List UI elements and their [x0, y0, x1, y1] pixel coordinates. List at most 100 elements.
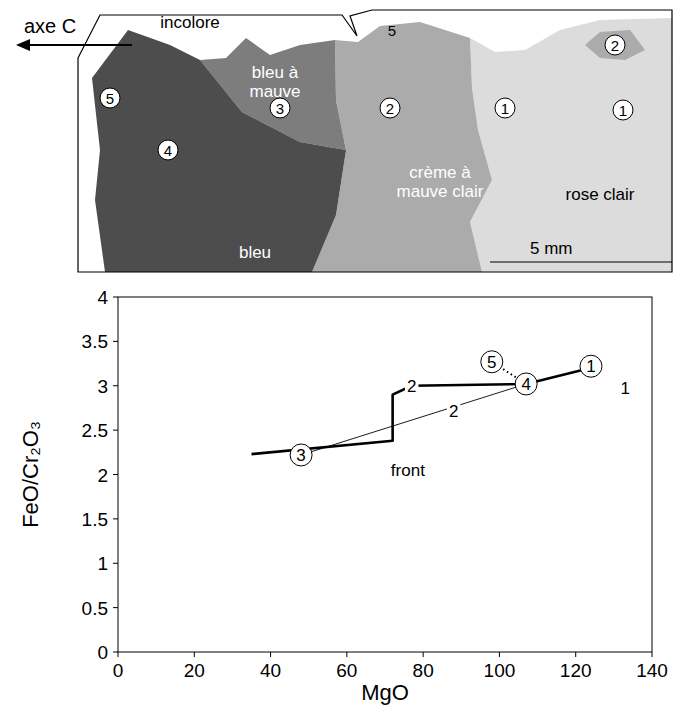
annotation-circle	[290, 444, 312, 466]
zone-bleu	[92, 30, 346, 272]
x-tick-label: 120	[560, 660, 592, 681]
crystal-outline	[78, 10, 672, 272]
annotation-label: 1	[621, 379, 630, 398]
sample-point: 1	[495, 98, 515, 118]
chart: 02040608010012014000.511.522.533.54MgOFe…	[18, 287, 668, 705]
point-circle	[495, 98, 515, 118]
label-line: bleu	[239, 243, 271, 262]
point-label: 2	[386, 100, 394, 117]
y-tick	[113, 297, 118, 298]
y-tick-label: 1	[97, 553, 108, 574]
x-tick-label: 80	[413, 660, 434, 681]
y-tick-label: 2.5	[82, 420, 108, 441]
x-tick	[270, 652, 271, 657]
annotation: 2	[447, 402, 460, 421]
y-tick	[113, 430, 118, 431]
annotation: 2	[405, 377, 418, 396]
sample-point: 2	[380, 98, 400, 118]
annotation-label: 2	[407, 377, 416, 396]
x-tick	[575, 652, 576, 657]
x-tick-label: 60	[336, 660, 357, 681]
point-label: 5	[106, 90, 114, 107]
label-line: mauve clair	[397, 182, 484, 201]
x-axis-title: MgO	[361, 680, 409, 705]
zone-rose-clair	[470, 18, 672, 272]
annotation-circle	[481, 351, 503, 373]
y-tick-label: 1.5	[82, 509, 108, 530]
label-line: mauve	[249, 82, 300, 101]
sample-point: 4	[158, 140, 178, 160]
annotation-label: 3	[296, 446, 305, 465]
crystal-diagram: incolore bleu àmauve bleu crème àmauve clai…	[78, 10, 672, 272]
c-axis-arrow: axe C	[16, 15, 132, 51]
y-tick	[113, 341, 118, 342]
zone-label: bleu	[239, 243, 271, 262]
point-circle	[158, 140, 178, 160]
crystal-background	[78, 10, 672, 272]
annotation: 5	[481, 351, 503, 373]
y-tick	[113, 385, 118, 386]
y-axis-title: FeO/Cr₂O₃	[18, 421, 43, 528]
y-tick	[113, 652, 118, 653]
y-tick-label: 2	[97, 465, 108, 486]
y-tick-label: 4	[97, 287, 108, 308]
sample-point: 5	[100, 88, 120, 108]
x-tick	[118, 652, 119, 657]
annotation: 3	[290, 444, 312, 466]
annotation-circle	[580, 355, 602, 377]
scale-bar	[490, 262, 672, 263]
sample-point: 2	[605, 35, 625, 55]
point-label: 1	[619, 102, 627, 119]
annotation-patch	[389, 461, 427, 480]
x-tick-label: 100	[484, 660, 516, 681]
x-tick	[346, 652, 347, 657]
point-label: 3	[276, 100, 284, 117]
zone-label: rose clair	[566, 185, 635, 204]
annotation-label: 1	[586, 357, 595, 376]
annotation-patch	[447, 402, 460, 421]
y-tick-label: 3.5	[82, 331, 108, 352]
label-line: bleu à	[252, 63, 299, 82]
annotation-patch	[619, 379, 632, 398]
y-tick-label: 0.5	[82, 598, 108, 619]
y-tick	[113, 607, 118, 608]
sample-point: 3	[270, 98, 290, 118]
lines	[252, 362, 584, 455]
x-tick	[423, 652, 424, 657]
annotation-label: 2	[449, 402, 458, 421]
point-label: 1	[501, 100, 509, 117]
sample-point: 5	[388, 22, 396, 39]
scale-label: 5 mm	[530, 239, 573, 258]
annotation: 1	[619, 379, 632, 398]
zone-label: bleu àmauve	[249, 63, 300, 101]
x-tick-label: 140	[636, 660, 668, 681]
figure: incolore bleu àmauve bleu crème àmauve clai…	[0, 0, 678, 706]
annotation-label: front	[391, 461, 425, 480]
point-label: 5	[388, 22, 396, 39]
series-line	[252, 370, 584, 454]
point-circle	[100, 88, 120, 108]
point-circle	[613, 100, 633, 120]
annotation-label: 4	[521, 375, 530, 394]
label-line: rose clair	[566, 185, 635, 204]
y-tick-label: 3	[97, 376, 108, 397]
x-tick	[194, 652, 195, 657]
annotation-patch	[405, 377, 418, 396]
y-tick	[113, 474, 118, 475]
label-line: incolore	[160, 13, 220, 32]
axis-c-label: axe C	[24, 15, 76, 37]
y-tick	[113, 563, 118, 564]
annotation: 4	[515, 373, 537, 395]
plot-frame	[118, 297, 652, 652]
zone-patch	[585, 30, 645, 60]
zone-label: crème àmauve clair	[397, 163, 484, 201]
y-tick	[113, 518, 118, 519]
x-tick-label: 20	[184, 660, 205, 681]
sample-point: 1	[613, 100, 633, 120]
annotation-label: 5	[487, 353, 496, 372]
x-tick-label: 0	[113, 660, 124, 681]
x-tick-label: 40	[260, 660, 281, 681]
label-line: crème à	[409, 163, 471, 182]
annotations: 3 2 2 4 5 1 1 front	[290, 351, 632, 480]
zone-label: incolore	[160, 13, 220, 32]
